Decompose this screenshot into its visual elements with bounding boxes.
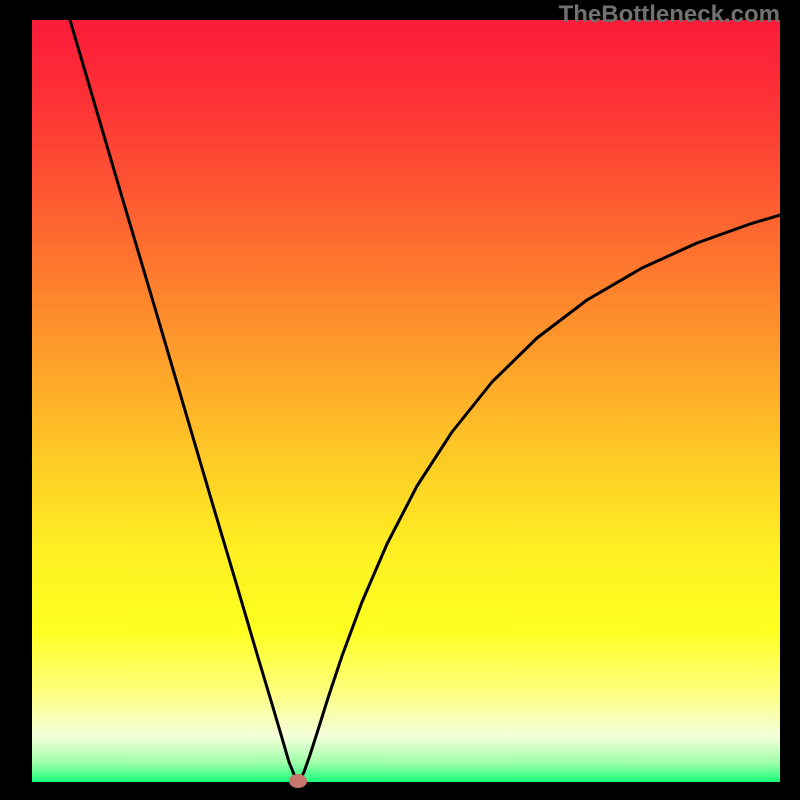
- plot-area: [32, 20, 780, 782]
- chart-container: TheBottleneck.com: [0, 0, 800, 800]
- bottleneck-curve: [32, 20, 780, 782]
- watermark-text: TheBottleneck.com: [559, 1, 780, 29]
- optimum-marker: [289, 774, 307, 788]
